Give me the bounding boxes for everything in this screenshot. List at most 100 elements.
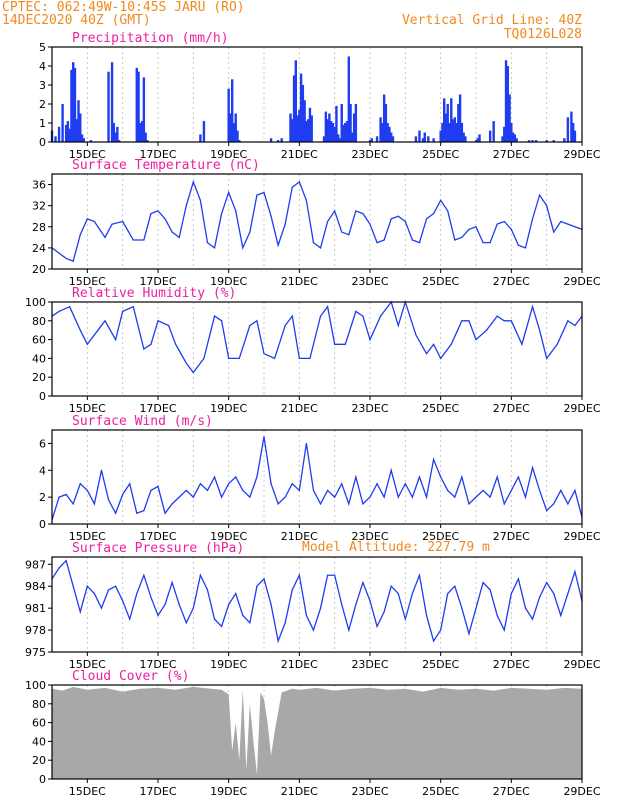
x-tick-label: 17DEC [139,148,176,161]
temp-point [213,247,216,249]
header-line2: 14DEC2020 40Z (GMT) [2,13,151,28]
pres-point [185,622,187,624]
x-tick-label: 25DEC [422,785,459,798]
temp-point [298,181,300,183]
temp-point [546,205,548,207]
wind-point [79,483,81,485]
rh-point [539,329,541,331]
precip-bar [446,104,449,142]
x-tick-label: 23DEC [351,658,388,671]
wind-point [305,442,307,445]
precip-bar [299,73,303,142]
pres-point [348,629,350,631]
cloud-area [52,686,582,779]
precip-bar [386,123,389,142]
wind-point [454,496,456,498]
temp-point [132,239,134,241]
precip-bar [427,136,430,142]
temp-point [418,242,421,244]
rh-point [309,357,311,359]
rh-point [132,306,134,308]
wind-point [440,476,442,478]
rh-point [150,343,152,345]
precip-bar [566,117,570,142]
precip-bar [328,113,331,142]
precip-bar [303,100,306,142]
precip-bar [79,113,82,142]
pres-point [107,589,110,591]
precip-bar [80,134,84,142]
temp-point [256,194,258,196]
precip-bar [501,136,504,142]
precip-bar [144,132,147,142]
x-tick-label: 17DEC [139,530,176,543]
precip-bar [527,140,531,142]
temp-point [524,247,527,249]
rh-line [51,299,583,374]
wind-point [178,496,180,498]
wind-point [404,483,406,485]
rh-point [362,315,364,317]
rh-point [319,315,322,317]
wind-point [115,512,117,514]
precip-bar [455,123,458,142]
wind-point [510,489,512,492]
y-tick-label: 984 [25,580,46,593]
y-tick-label: 4 [39,464,46,477]
precip-bar [333,126,336,142]
rh-point [397,324,399,327]
temp-point [86,218,88,220]
precip-bar [458,94,462,142]
precip-bar [515,138,518,142]
rh-point [185,362,187,364]
rh-point [531,306,534,308]
x-tick-label: 15DEC [69,530,106,543]
temp-point [482,242,484,244]
wind-point [221,496,223,498]
precip-bar [301,85,305,142]
rh-point [104,320,106,322]
pres-point [256,585,258,587]
panel-temp: 20 24 28 32 36 15DEC 17DEC 19DEC 21DEC 23DEC 25DEC… [32,158,601,288]
temp-point [178,236,180,238]
temp-point [397,215,399,217]
pres-point [418,574,421,576]
pres-point [270,603,272,606]
precip-bar [504,60,508,142]
wind-point [58,496,60,498]
rh-point [213,315,216,317]
x-tick-label: 23DEC [351,785,388,798]
rh-point [440,357,442,359]
rh-point [221,320,223,322]
x-tick-label: 23DEC [351,530,388,543]
rh-point [192,371,194,374]
rh-point [69,306,71,308]
precip-bar [506,66,509,142]
pres-point [524,607,527,609]
pres-point [489,589,491,591]
temp-point [228,191,230,194]
rh-point [274,357,276,359]
wind-point [447,489,449,492]
temp-point [185,205,187,207]
wind-point [461,476,463,478]
precip-bar [66,121,70,142]
y-tick-label: 3 [39,79,46,92]
precip-bar [545,140,548,142]
precip-bar [391,136,395,142]
temp-point [468,228,470,231]
panel-title: Precipitation (mm/h) [72,31,229,46]
temp-point [157,210,159,212]
temp-point [574,226,576,228]
panel-frame [51,173,583,270]
x-tick-label: 15DEC [69,658,106,671]
pres-point [86,585,88,587]
precip-bar [82,138,85,142]
y-tick-label: 28 [32,221,46,234]
precip-bar [338,138,342,142]
rh-point [256,320,258,322]
panel-cloud: 0 20 40 60 80 100 15DEC 17DEC 19DEC 21DEC 23DEC 25D… [25,669,601,798]
rh-point [79,329,81,331]
rh-point [461,320,463,322]
precip-bar [331,123,335,142]
